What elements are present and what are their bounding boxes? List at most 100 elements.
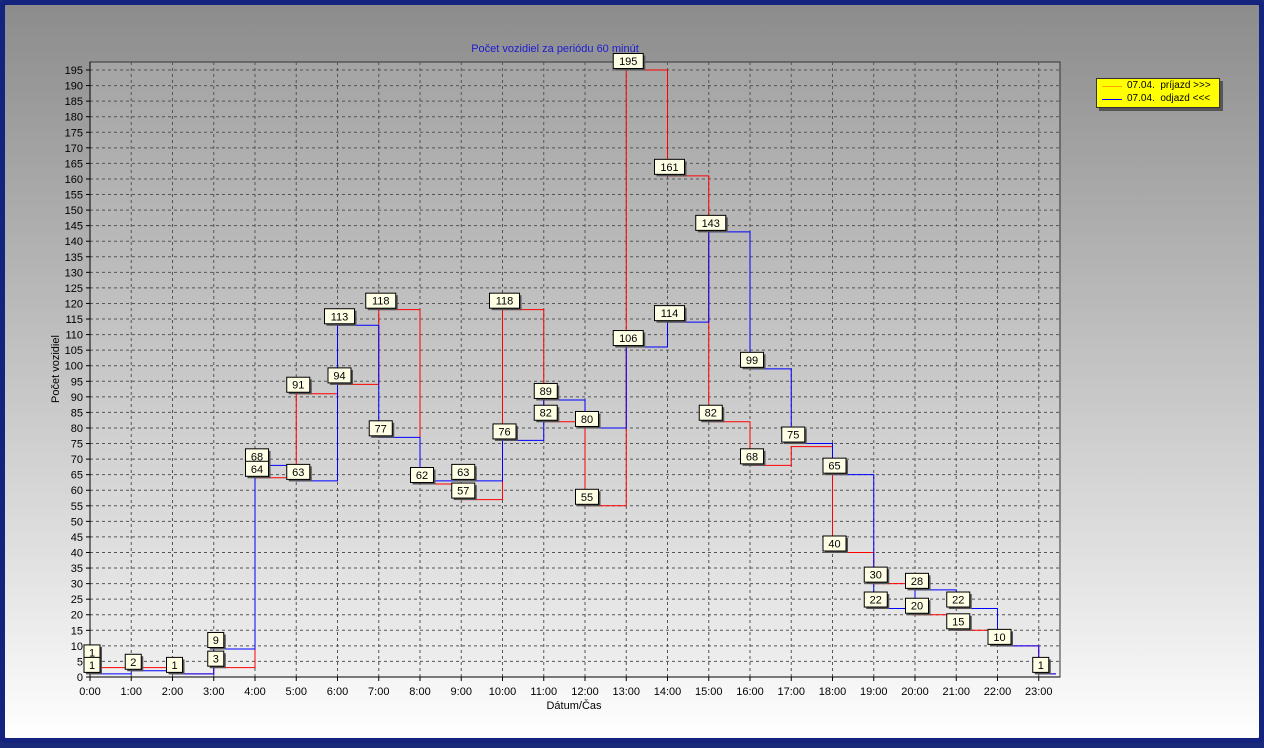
data-label: 40 <box>822 535 848 553</box>
data-label-box <box>451 463 476 480</box>
data-label-box <box>286 376 311 393</box>
y-tick-label: 65 <box>71 470 83 482</box>
data-label: 89 <box>533 382 560 401</box>
legend-swatch-departures <box>1102 99 1122 100</box>
legend-item-arrivals: 07.04. príjazd >>> <box>1097 80 1219 93</box>
data-label: 28 <box>905 572 931 591</box>
y-tick-label: 120 <box>65 298 83 310</box>
data-label-box <box>575 410 599 427</box>
y-tick-label: 125 <box>65 283 83 295</box>
data-label: 20 <box>905 597 931 616</box>
data-label: 15 <box>946 613 972 631</box>
data-label-box <box>410 467 434 484</box>
y-tick-label: 110 <box>65 330 83 342</box>
data-label-text: 76 <box>498 426 510 438</box>
y-tick-label: 145 <box>65 221 83 233</box>
data-label: 22 <box>863 591 890 610</box>
data-label-box <box>83 656 101 673</box>
data-label: 91 <box>286 376 312 395</box>
data-label: 63 <box>286 463 312 482</box>
x-tick-label: 18:00 <box>819 686 847 698</box>
legend: 07.04. príjazd >>> 07.04. odjazd <<< <box>1096 78 1220 108</box>
data-label-box <box>166 656 183 673</box>
data-label-box <box>533 382 558 399</box>
data-label-text: 15 <box>952 616 964 628</box>
data-label-text: 75 <box>787 430 799 442</box>
y-tick-label: 60 <box>71 485 83 497</box>
data-label-text: 65 <box>828 461 840 473</box>
data-label: 65 <box>822 457 848 476</box>
y-tick-label: 175 <box>65 127 83 139</box>
data-label-box <box>368 420 393 437</box>
y-tick-label: 20 <box>71 610 83 622</box>
y-tick-label: 10 <box>71 641 83 653</box>
data-label-text: 94 <box>333 370 345 382</box>
data-label-box <box>612 53 644 69</box>
chart-title: Počet vozidiel za periódu 60 minút <box>471 43 639 55</box>
x-tick-label: 10:00 <box>489 686 517 698</box>
y-tick-label: 115 <box>65 314 83 326</box>
x-tick-label: 13:00 <box>612 686 640 698</box>
y-tick-label: 190 <box>65 81 83 93</box>
data-label-box <box>740 448 764 465</box>
x-tick-label: 6:00 <box>327 686 348 698</box>
y-tick-label: 85 <box>71 407 83 419</box>
data-label-box <box>654 305 685 322</box>
data-label-text: 118 <box>372 296 390 308</box>
x-tick-label: 16:00 <box>736 686 764 698</box>
data-label-text: 118 <box>496 296 514 308</box>
data-label-box <box>946 613 971 630</box>
data-label-text: 28 <box>911 576 923 588</box>
plot-area: 0510152025303540455055606570758085909510… <box>65 53 1061 698</box>
data-label-box <box>863 591 888 608</box>
legend-label-arrivals: 07.04. príjazd >>> <box>1127 80 1211 91</box>
y-tick-label: 160 <box>65 174 83 186</box>
legend-label-departures: 07.04. odjazd <<< <box>1127 93 1211 104</box>
data-label-text: 68 <box>251 451 263 463</box>
data-label-box <box>695 214 727 231</box>
x-tick-label: 15:00 <box>695 686 723 698</box>
data-label: 55 <box>575 488 601 507</box>
y-tick-label: 105 <box>65 345 83 357</box>
y-tick-label: 180 <box>65 112 83 124</box>
data-label-text: 1 <box>89 647 95 659</box>
data-label-text: 99 <box>746 355 758 367</box>
data-label-text: 10 <box>993 632 1005 644</box>
data-label: 68 <box>740 448 766 466</box>
data-label-text: 1 <box>1038 660 1044 672</box>
x-tick-label: 4:00 <box>244 686 265 698</box>
data-label-text: 20 <box>911 601 923 613</box>
y-tick-label: 170 <box>65 143 83 155</box>
y-tick-label: 100 <box>65 361 83 373</box>
y-tick-label: 55 <box>71 501 83 513</box>
y-tick-label: 140 <box>65 236 83 248</box>
x-tick-label: 21:00 <box>942 686 970 698</box>
data-label-text: 2 <box>130 657 136 669</box>
y-tick-label: 15 <box>71 625 83 637</box>
data-label-box <box>124 653 142 670</box>
data-label: 118 <box>365 292 398 311</box>
x-tick-label: 1:00 <box>121 686 142 698</box>
data-label-box <box>286 463 311 480</box>
data-label: 118 <box>489 292 522 311</box>
y-tick-label: 5 <box>77 656 83 668</box>
data-label-box <box>822 457 847 474</box>
y-tick-label: 185 <box>65 96 83 108</box>
y-tick-label: 80 <box>71 423 83 435</box>
y-tick-label: 70 <box>71 454 83 466</box>
data-label: 94 <box>327 367 353 385</box>
x-tick-label: 23:00 <box>1025 686 1053 698</box>
data-label: 75 <box>781 426 807 445</box>
data-label: 1 <box>166 656 185 675</box>
data-label: 3 <box>207 650 226 669</box>
data-label-box <box>327 367 352 384</box>
data-label-box <box>365 292 397 309</box>
data-label: 1 <box>83 656 102 675</box>
data-label: 82 <box>698 404 725 423</box>
x-tick-label: 20:00 <box>901 686 929 698</box>
data-label-box <box>987 628 1012 645</box>
data-label: 76 <box>492 423 518 441</box>
y-tick-label: 155 <box>65 190 83 202</box>
data-label-text: 195 <box>619 56 637 68</box>
